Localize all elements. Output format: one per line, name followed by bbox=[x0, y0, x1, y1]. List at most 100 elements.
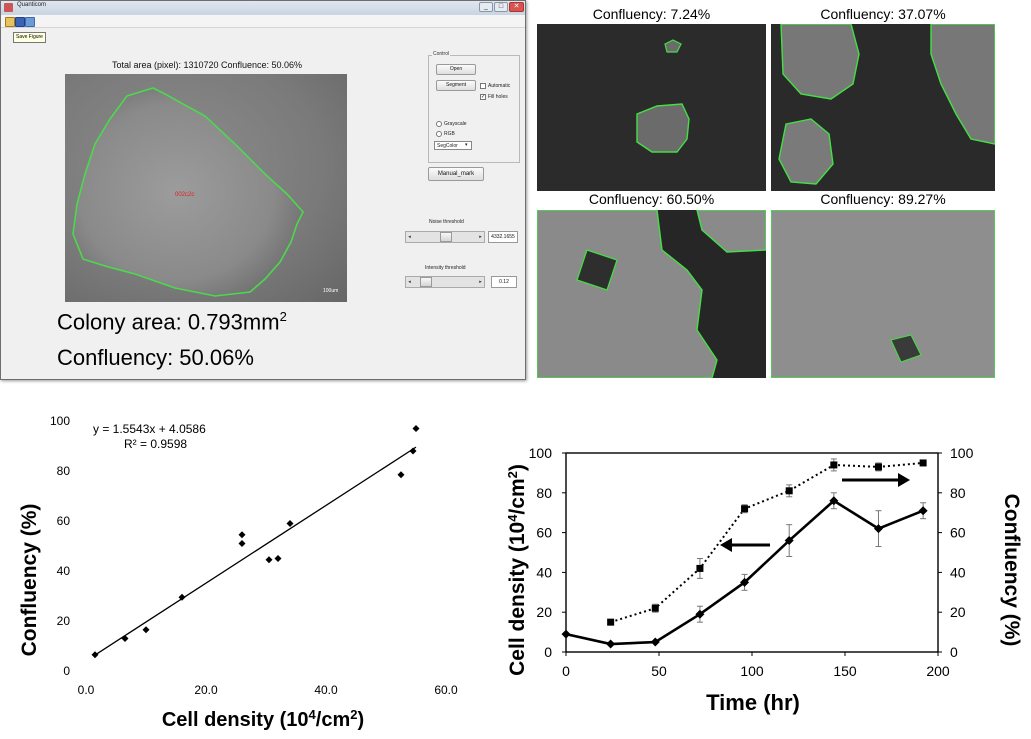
data-point bbox=[274, 555, 282, 562]
x-axis-label: Cell density (104/cm2) bbox=[162, 707, 364, 731]
cell-density-point bbox=[829, 496, 839, 506]
chevron-down-icon: ▾ bbox=[465, 142, 468, 148]
confluency-point bbox=[785, 487, 793, 495]
x-tick-label: 100 bbox=[740, 663, 764, 679]
print-icon[interactable] bbox=[25, 17, 35, 27]
x-tick-label: 0.0 bbox=[78, 683, 95, 697]
y-axis-label-exp: 4 bbox=[505, 514, 520, 522]
slider-right-arrow-icon[interactable]: ▸ bbox=[479, 279, 482, 285]
confluency-point bbox=[651, 604, 659, 612]
timecourse-chart: 0 20 40 60 80 100 0 20 40 60 80 100 0 50 100 150 200 Cel… bbox=[505, 445, 1023, 715]
x-axis-label: Time (hr) bbox=[706, 690, 800, 715]
micrograph-tile bbox=[537, 24, 766, 191]
grayscale-label: Grayscale bbox=[444, 121, 467, 127]
y-tick-label: 60 bbox=[536, 525, 552, 541]
timecourse-series bbox=[561, 458, 928, 649]
intensity-slider-thumb[interactable] bbox=[419, 277, 432, 287]
trendline bbox=[94, 446, 417, 656]
noise-value-field[interactable]: 4332.1655 bbox=[488, 231, 518, 243]
y-axis-label-unit: /cm bbox=[506, 478, 529, 514]
tile-label: Confluency: 89.27% bbox=[820, 191, 946, 207]
y-tick-label: 60 bbox=[57, 514, 71, 528]
noise-threshold-slider[interactable]: ◂ ▸ bbox=[405, 231, 485, 243]
x-tick-label: 150 bbox=[833, 663, 857, 679]
title-bar: Quanticom _ □ ✕ bbox=[1, 1, 525, 15]
data-point bbox=[121, 635, 129, 642]
x-tick-label: 50 bbox=[651, 663, 667, 679]
y2-tick-label: 60 bbox=[950, 525, 966, 541]
right-axis-arrow-icon bbox=[842, 473, 910, 487]
data-point bbox=[412, 425, 420, 432]
y-tick-label: 20 bbox=[536, 604, 552, 620]
tile-label: Confluency: 60.50% bbox=[588, 191, 715, 207]
cell-density-point bbox=[695, 609, 705, 619]
colony-id-label: 002c2c bbox=[175, 192, 195, 198]
open-button[interactable]: Open bbox=[436, 64, 476, 75]
y-tick-label: 100 bbox=[50, 414, 70, 428]
y2-axis-label: Confluency (%) bbox=[1000, 494, 1023, 647]
noise-slider-thumb[interactable] bbox=[440, 232, 453, 242]
cell-density-point bbox=[606, 639, 616, 649]
confluency-point bbox=[830, 461, 838, 469]
confluency-line bbox=[610, 461, 924, 624]
control-panel: Control Open Segment Automatic ✓ Fill ho… bbox=[428, 51, 520, 163]
x-tick-label: 200 bbox=[926, 663, 950, 679]
y2-tick-label: 100 bbox=[950, 445, 974, 461]
noise-threshold-label: Noise threshold bbox=[429, 219, 464, 225]
tile-label: Confluency: 7.24% bbox=[592, 6, 711, 22]
segcolor-select[interactable]: SegColor ▾ bbox=[434, 141, 472, 150]
intensity-value-field[interactable]: 0.12 bbox=[491, 276, 517, 288]
tile-label: Confluency: 37.07% bbox=[820, 6, 946, 22]
x-axis-label-exp2: 2 bbox=[350, 707, 357, 722]
data-point bbox=[409, 447, 417, 455]
app-icon bbox=[4, 3, 13, 12]
x-axis-label-unit: /cm bbox=[316, 709, 350, 731]
scatter-chart: y = 1.5543x + 4.0586 R² = 0.9598 0 20 40 60… bbox=[18, 414, 458, 731]
confluency-point bbox=[607, 618, 615, 626]
cell-density-point bbox=[740, 577, 750, 587]
y-axis-label-end: ) bbox=[506, 464, 529, 471]
x-axis-label-exp: 4 bbox=[309, 707, 317, 722]
scale-bar: 100um bbox=[323, 288, 339, 294]
grayscale-radio[interactable] bbox=[436, 121, 442, 127]
slider-left-arrow-icon[interactable]: ◂ bbox=[408, 279, 411, 285]
automatic-label: Automatic bbox=[488, 83, 511, 89]
slider-left-arrow-icon[interactable]: ◂ bbox=[408, 234, 411, 240]
micrograph-tile bbox=[771, 210, 995, 378]
y-axis-label: Confluency (%) bbox=[18, 504, 41, 657]
colony-image: 002c2c 100um bbox=[65, 74, 347, 302]
scatter-axes: 0 20 40 60 80 100 0.0 20.0 40.0 60.0 bbox=[50, 414, 458, 697]
intensity-threshold-slider[interactable]: ◂ ▸ bbox=[405, 276, 485, 288]
maximize-button[interactable]: □ bbox=[494, 2, 508, 12]
open-file-icon[interactable] bbox=[5, 17, 15, 27]
scatter-points bbox=[91, 425, 420, 659]
y-tick-label: 20 bbox=[57, 614, 71, 628]
manual-mark-button[interactable]: Manual_mark bbox=[428, 167, 484, 181]
data-point bbox=[397, 471, 405, 479]
micrograph-tile bbox=[537, 210, 766, 378]
x-axis-label-text: Cell density (10 bbox=[162, 709, 309, 731]
fill-holes-checkbox[interactable]: ✓ bbox=[480, 94, 486, 100]
confluency-point bbox=[696, 564, 704, 572]
y-tick-label: 100 bbox=[529, 445, 553, 461]
segment-button[interactable]: Segment bbox=[436, 80, 476, 91]
data-point bbox=[238, 540, 246, 547]
cell-density-point bbox=[784, 536, 794, 546]
data-point bbox=[178, 593, 186, 601]
tooltip: Save Figure bbox=[13, 32, 46, 43]
trendline-equation: y = 1.5543x + 4.0586 bbox=[93, 422, 206, 436]
slider-right-arrow-icon[interactable]: ▸ bbox=[479, 234, 482, 240]
save-icon[interactable] bbox=[15, 17, 25, 27]
timecourse-axes: 0 20 40 60 80 100 0 20 40 60 80 100 0 50 100 150 200 bbox=[529, 445, 974, 679]
minimize-button[interactable]: _ bbox=[479, 2, 493, 12]
data-point bbox=[286, 520, 294, 527]
data-point bbox=[238, 531, 246, 539]
y2-tick-label: 0 bbox=[950, 644, 958, 660]
r-squared-label: R² = 0.9598 bbox=[124, 437, 187, 451]
rgb-radio[interactable] bbox=[436, 131, 442, 137]
close-button[interactable]: ✕ bbox=[509, 2, 524, 12]
cell-density-point bbox=[650, 637, 660, 647]
data-point bbox=[142, 626, 150, 634]
automatic-checkbox[interactable] bbox=[480, 83, 486, 89]
area-readout: Total area (pixel): 1310720 Confluence: … bbox=[111, 60, 303, 70]
